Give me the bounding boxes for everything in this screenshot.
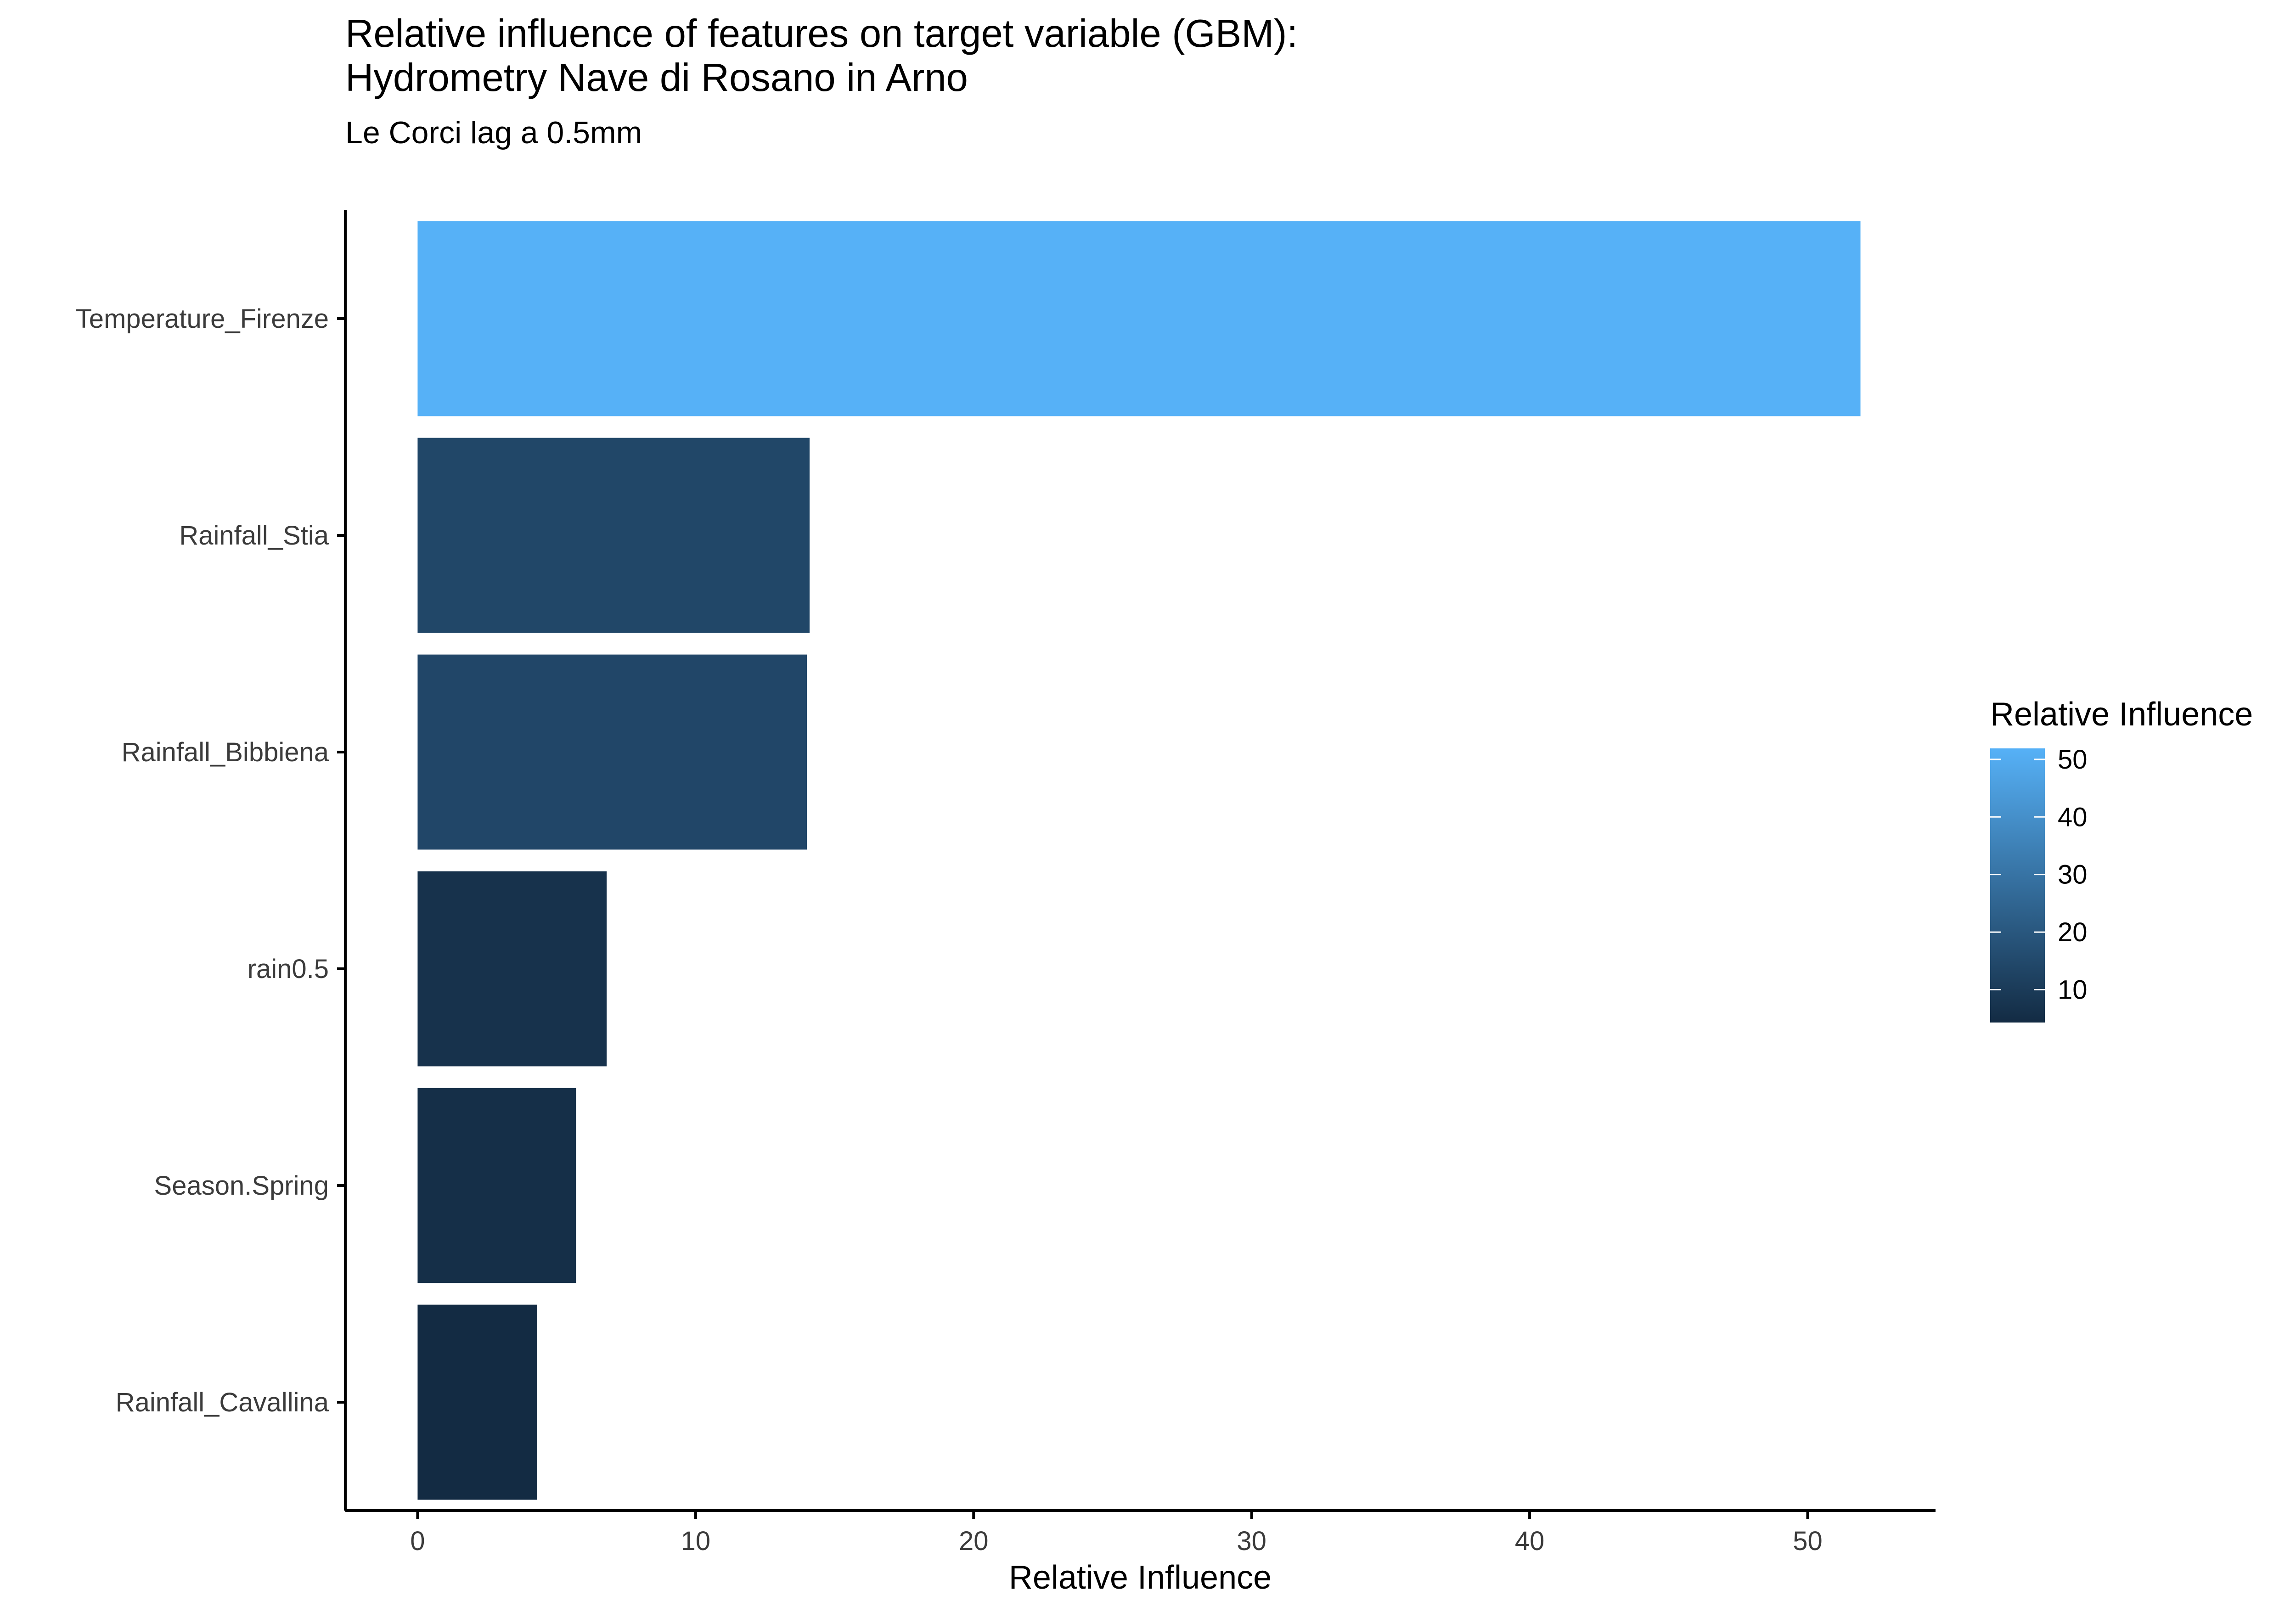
x-tick-label-40: 40 — [1515, 1526, 1545, 1556]
bar-Temperature_Firenze — [417, 221, 1861, 416]
legend-colorbar — [1990, 748, 2045, 1023]
bar-rain0.5 — [417, 871, 607, 1067]
legend-tick-label-40: 40 — [2058, 802, 2088, 832]
legend-tick-label-10: 10 — [2058, 975, 2088, 1005]
chart-subtitle: Le Corci lag a 0.5mm — [345, 115, 642, 150]
bar-Rainfall_Cavallina — [417, 1304, 537, 1500]
bars-group — [417, 221, 1861, 1500]
x-axis: 0 10 20 30 40 50 — [345, 1509, 1936, 1556]
y-tick-label-Rainfall_Bibbiena: Rainfall_Bibbiena — [122, 737, 329, 767]
x-tick-label-30: 30 — [1237, 1526, 1266, 1556]
y-tick-label-Temperature_Firenze: Temperature_Firenze — [76, 304, 329, 334]
y-tick-label-Rainfall_Cavallina: Rainfall_Cavallina — [116, 1388, 329, 1417]
x-tick-label-50: 50 — [1793, 1526, 1823, 1556]
x-tick-label-10: 10 — [681, 1526, 711, 1556]
legend-tick-label-30: 30 — [2058, 860, 2088, 890]
y-tick-label-Season.Spring: Season.Spring — [154, 1171, 329, 1201]
x-tick-label-20: 20 — [959, 1526, 989, 1556]
x-axis-title: Relative Influence — [1009, 1559, 1272, 1596]
y-tick-label-rain0.5: rain0.5 — [248, 954, 329, 984]
legend-tick-label-20: 20 — [2058, 917, 2088, 947]
y-axis: Temperature_Firenze Rainfall_Stia Rainfall… — [76, 210, 347, 1511]
y-tick-label-Rainfall_Stia: Rainfall_Stia — [179, 521, 329, 551]
chart-title: Relative influence of features on target… — [345, 12, 1298, 56]
legend-title: Relative Influence — [1990, 696, 2253, 733]
bar-Rainfall_Stia — [417, 438, 810, 633]
chart-title-line2: Hydrometry Nave di Rosano in Arno — [345, 56, 968, 100]
legend: Relative Influence 10 20 30 40 50 — [1990, 696, 2253, 1023]
x-tick-label-0: 0 — [410, 1526, 425, 1556]
bar-Rainfall_Bibbiena — [417, 654, 807, 850]
bar-Season.Spring — [417, 1088, 576, 1283]
legend-tick-label-50: 50 — [2058, 745, 2088, 775]
